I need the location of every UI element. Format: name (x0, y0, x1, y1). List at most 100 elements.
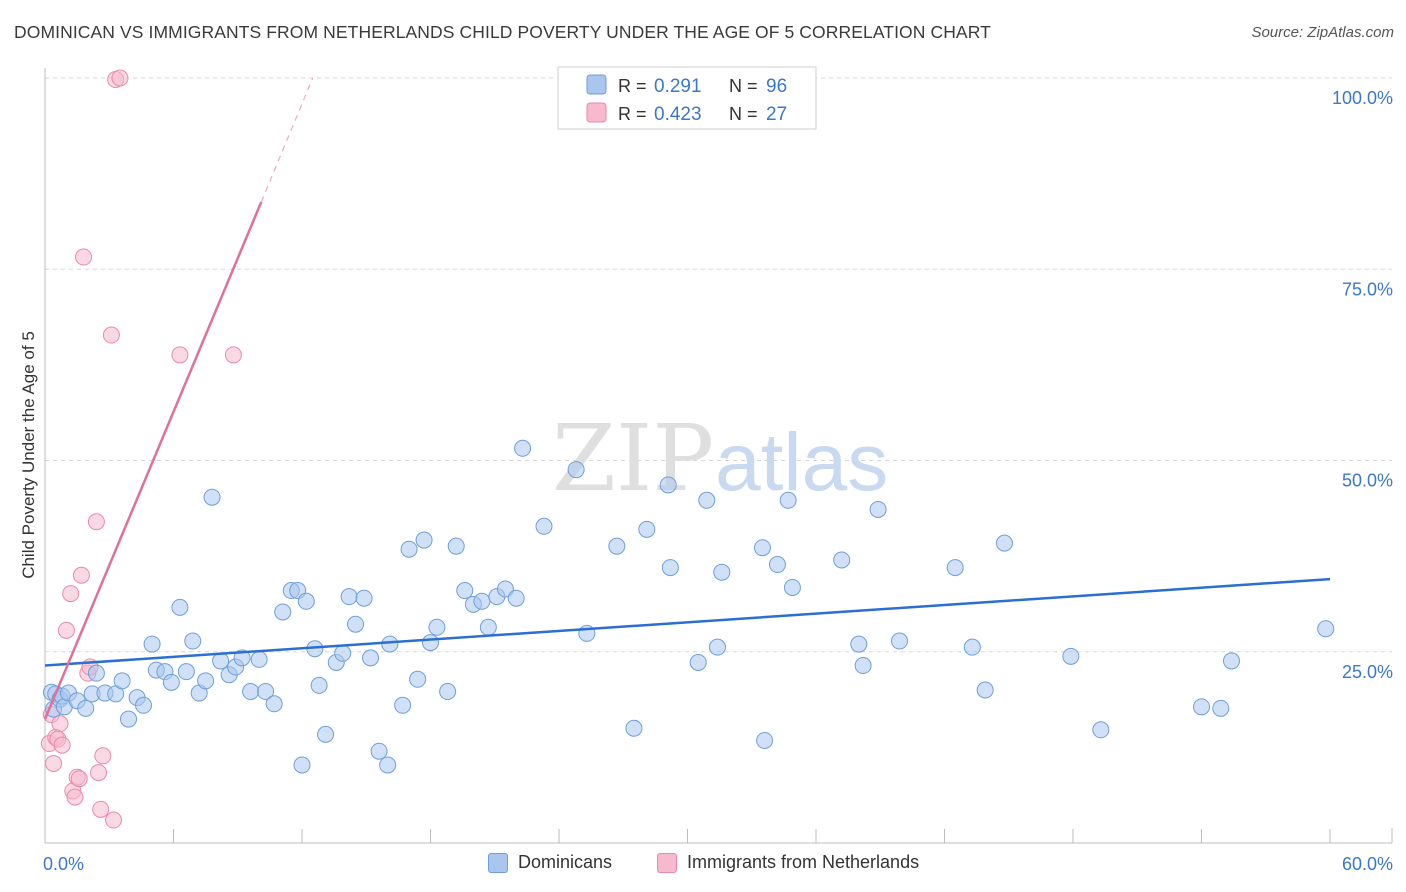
dominican-point (355, 589, 373, 607)
y-tick-label: 25.0% (1342, 662, 1393, 682)
dominican-point (708, 638, 726, 656)
legend-n-label: N = (729, 76, 758, 96)
legend-r-label: R = (618, 76, 647, 96)
watermark: ZIP atlas (552, 405, 888, 512)
y-tick-label: 100.0% (1332, 88, 1393, 108)
dominican-point (340, 588, 358, 606)
netherlands-point (90, 764, 108, 782)
watermark-zip: ZIP (552, 405, 714, 512)
dominican-point (976, 681, 994, 699)
x-tick-label: 0.0% (43, 854, 84, 874)
legend-label-netherlands: Immigrants from Netherlands (687, 852, 920, 872)
tick-labels: 25.0% 50.0% 75.0% 100.0% 0.0% 60.0% (43, 88, 1393, 874)
legend-swatch-pink (586, 102, 607, 123)
dominican-point (779, 491, 797, 509)
dominican-point (854, 657, 872, 675)
dominican-point (162, 673, 180, 691)
dominican-point (1222, 652, 1240, 670)
dominican-point (473, 592, 491, 610)
netherlands-point (45, 754, 63, 772)
dominican-point (379, 756, 397, 774)
dominican-point (946, 559, 964, 577)
dominican-point (257, 683, 275, 701)
dominican-point (394, 696, 412, 714)
dominican-point (77, 699, 95, 717)
dominican-point (1317, 620, 1335, 638)
dominican-point (507, 589, 525, 607)
dominicans-swatch (488, 852, 508, 873)
dominican-point (1062, 647, 1080, 665)
dominican-point (447, 537, 465, 555)
dominican-point (422, 634, 439, 652)
chart-title: DOMINICAN VS IMMIGRANTS FROM NETHERLANDS… (14, 22, 991, 42)
netherlands-point (72, 566, 90, 584)
legend-r-value: 0.291 (654, 76, 702, 97)
dominican-point (317, 725, 335, 743)
x-tick-label: 60.0% (1342, 854, 1393, 874)
dominican-point (713, 563, 731, 581)
dominican-point (347, 615, 365, 633)
dominican-point (535, 517, 553, 535)
dominican-point (608, 537, 626, 555)
watermark-atlas: atlas (715, 417, 888, 508)
netherlands-point (105, 811, 123, 829)
dominican-point (233, 649, 251, 667)
dominican-point (415, 531, 433, 549)
legend-item-dominicans[interactable]: Dominicans (488, 852, 612, 873)
dominican-point (514, 439, 532, 457)
dominican-point (171, 598, 189, 616)
dominican-point (250, 650, 268, 668)
dominican-point (753, 539, 771, 557)
legend-n-label: N = (729, 104, 758, 124)
y-axis-title: Child Poverty Under the Age of 5 (19, 331, 38, 579)
dominican-point (698, 491, 716, 509)
netherlands-point (70, 770, 88, 788)
dominican-point (768, 556, 786, 574)
source-label: Source: ZipAtlas.com (1251, 24, 1394, 41)
dominican-point (439, 683, 457, 701)
dominican-point (293, 756, 311, 774)
dominican-point (869, 500, 887, 518)
dominican-point (783, 578, 801, 596)
netherlands-point (53, 736, 71, 754)
dominican-point (963, 638, 981, 656)
netherlands-points (40, 69, 242, 829)
dominican-point (177, 663, 195, 681)
dominican-point (274, 603, 292, 621)
dominican-point (362, 649, 380, 667)
dominican-point (242, 683, 260, 701)
dominican-point (113, 672, 131, 690)
correlation-legend: R = 0.291 N = 96 R = 0.423 N = 27 (557, 66, 817, 130)
netherlands-trend-extension (260, 77, 314, 203)
dominican-point (638, 520, 656, 538)
trend-lines (43, 77, 1331, 720)
dominican-point (479, 618, 497, 636)
netherlands-point (92, 800, 110, 818)
dominican-point (310, 676, 328, 694)
netherlands-point (102, 326, 120, 344)
netherlands-point (62, 585, 80, 603)
dominican-point (1092, 721, 1110, 739)
legend-item-netherlands[interactable]: Immigrants from Netherlands (657, 852, 919, 873)
netherlands-point (66, 788, 84, 806)
legend-swatch-blue (586, 74, 607, 95)
y-tick-label: 75.0% (1342, 279, 1393, 299)
dominican-point (995, 534, 1013, 552)
dominican-point (120, 710, 138, 728)
dominican-point (833, 551, 851, 569)
dominican-point (197, 672, 215, 690)
dominicans-trend-line (44, 577, 1331, 667)
dominican-point (1193, 698, 1210, 716)
series-legend: Dominicans Immigrants from Netherlands (0, 852, 1406, 878)
legend-n-value: 27 (766, 104, 787, 125)
legend-r-value: 0.423 (654, 104, 702, 125)
netherlands-point (87, 513, 105, 531)
netherlands-point (51, 715, 69, 733)
dominican-point (409, 670, 427, 688)
netherlands-point (57, 621, 75, 639)
dominican-point (428, 618, 446, 636)
netherlands-point (224, 346, 242, 364)
dominican-point (87, 664, 105, 682)
dominican-point (381, 635, 399, 653)
netherlands-point (94, 747, 112, 765)
